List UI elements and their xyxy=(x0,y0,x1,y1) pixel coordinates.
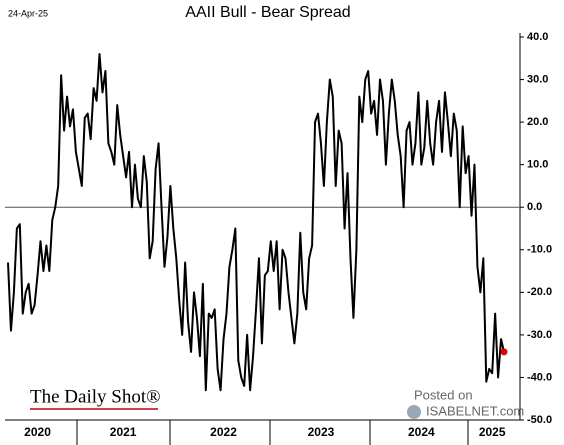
y-tick-label: 10.0 xyxy=(527,159,548,171)
y-tick-label: -10.0 xyxy=(527,244,552,256)
y-tick-label: -40.0 xyxy=(527,371,552,383)
plot-area: 40.0 30.0 20.0 10.0 0.0 -10.0 -20.0 -30.0 -40.0 -… xyxy=(5,31,552,445)
source-logo: The Daily Shot® xyxy=(30,386,161,407)
site-name: ISABELNET.com xyxy=(426,403,524,418)
x-tick-label: 2020 xyxy=(24,425,51,439)
chart-title: AAII Bull - Bear Spread xyxy=(185,4,350,21)
date-label: 24-Apr-25 xyxy=(8,8,48,18)
x-tick-label: 2025 xyxy=(479,425,506,439)
y-tick-label: 30.0 xyxy=(527,73,548,85)
x-tick-label: 2021 xyxy=(110,425,137,439)
last-point-marker xyxy=(500,348,508,356)
x-tick-label: 2022 xyxy=(210,425,237,439)
y-tick-label: 40.0 xyxy=(527,31,548,43)
y-tick-label: -30.0 xyxy=(527,329,552,341)
posted-on: Posted on xyxy=(414,387,473,402)
y-tick-label: 20.0 xyxy=(527,116,548,128)
x-tick-label: 2023 xyxy=(308,425,335,439)
x-tick-label: 2024 xyxy=(408,425,435,439)
y-tick-label: -20.0 xyxy=(527,286,552,298)
site-icon xyxy=(407,405,421,419)
y-tick-label: -50.0 xyxy=(527,414,552,426)
y-tick-label: 0.0 xyxy=(527,201,542,213)
data-line xyxy=(7,53,505,392)
